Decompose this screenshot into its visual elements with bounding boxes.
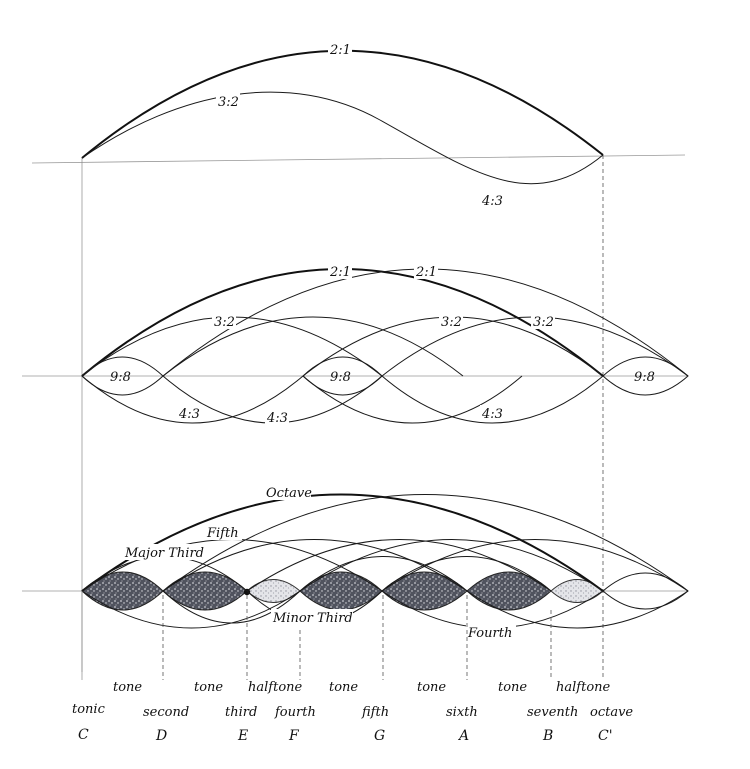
major-third-arc-g-b: [381, 556, 552, 592]
degree-label-sixth: sixth: [446, 705, 478, 720]
tone-lens-a-b: [466, 571, 552, 611]
note-label-c-prime: C': [598, 728, 613, 744]
tone-lens-f-g: [299, 571, 383, 611]
interval-label-fourth: Fourth: [467, 626, 512, 641]
note-label-f: F: [288, 728, 300, 744]
fifth-arc-2: [162, 316, 464, 377]
fifth-arc-g-d: [381, 539, 689, 592]
note-label-a: A: [457, 728, 469, 744]
fifth-arc-f-c: [299, 539, 604, 592]
ratio-label-4-3-b: 4:3: [266, 411, 288, 426]
tone-lens-c-d: [81, 571, 164, 611]
label-bg: [177, 405, 201, 421]
note-label-g: G: [374, 728, 385, 744]
fourth-arc-c-f: [81, 590, 301, 629]
label-bg: [414, 263, 438, 279]
label-bg: [265, 409, 289, 425]
degree-label-third: third: [225, 705, 257, 720]
label-bg: [328, 41, 352, 57]
label-bg: [328, 263, 352, 279]
tone-lens-3: [602, 356, 689, 396]
fourth-arc-a-d: [466, 590, 689, 629]
step-label-tone: tone: [329, 680, 358, 695]
octave-arc-1: [81, 268, 604, 377]
interval-label-minor-third: Minor Third: [272, 611, 353, 626]
ratio-label-2-1-a: 2:1: [329, 265, 351, 280]
label-bg: [531, 313, 555, 329]
degree-label-tonic: tonic: [72, 702, 106, 717]
step-label-tone: tone: [194, 680, 223, 695]
ratio-label-4-3-a: 4:3: [178, 407, 200, 422]
degree-label-fifth: fifth: [361, 705, 389, 720]
step-label-tone: tone: [417, 680, 446, 695]
octave-arc-second: [162, 494, 689, 592]
label-bg: [263, 484, 311, 500]
ratio-label-2-1-b: 2:1: [415, 265, 437, 280]
label-bg: [216, 93, 240, 109]
fourth-arc-3: [381, 375, 604, 424]
panel-1: 2:1 3:2 4:3: [31, 41, 686, 680]
fourth-arc-1: [81, 375, 304, 424]
degree-label-second: second: [143, 705, 189, 720]
major-third-arc-f-a: [299, 556, 468, 592]
note-label-d: D: [155, 728, 167, 744]
panel-3: Octave Fifth Major Third Minor Third Fou…: [22, 484, 689, 744]
interval-label-fifth: Fifth: [206, 526, 239, 541]
ratio-label-3-2-c: 3:2: [533, 315, 554, 330]
degree-label-seventh: seventh: [527, 705, 578, 720]
ratio-label-9-8-c: 9:8: [634, 370, 655, 385]
label-bg: [439, 313, 463, 329]
octave-arc-2-1: [81, 49, 604, 159]
step-label-tone: tone: [498, 680, 527, 695]
note-label-e: E: [237, 728, 248, 744]
note-label-b: B: [542, 728, 553, 744]
halftone-lens-b-c: [550, 579, 604, 603]
note-label-c: C: [78, 727, 89, 743]
label-bg: [480, 193, 504, 209]
tone-lens-g-a: [381, 571, 468, 611]
interval-label-octave: Octave: [266, 486, 312, 501]
tone-lens-2: [302, 356, 383, 396]
label-bg: [204, 524, 242, 540]
step-label-halftone: halftone: [248, 680, 303, 695]
step-label-halftone: halftone: [556, 680, 611, 695]
tone-lens-1: [81, 356, 164, 396]
halftone-lens-e-f: [246, 579, 301, 603]
ratio-label-4-3: 4:3: [481, 194, 503, 209]
panel-2: 2:1 2:1 3:2 3:2 3:2 9:8 9:8 9:8 4:3 4:3 …: [22, 263, 689, 426]
interval-label-major-third: Major Third: [124, 546, 204, 561]
ratio-label-2-1: 2:1: [329, 43, 351, 58]
label-bg: [271, 609, 353, 625]
label-bg: [212, 313, 236, 329]
ratio-label-9-8-b: 9:8: [330, 370, 351, 385]
label-bg: [122, 544, 206, 560]
step-label-tone: tone: [113, 680, 142, 695]
fifth-fourth-curve: [81, 91, 604, 185]
label-bg: [466, 624, 516, 640]
tone-lens-d-e: [162, 571, 248, 611]
fifth-arc-d-a: [162, 539, 468, 592]
ratio-label-3-2-b: 3:2: [441, 315, 462, 330]
fifth-arc-e-b: [246, 539, 552, 592]
ratio-label-4-3-c: 4:3: [481, 407, 503, 422]
degree-label-fourth: fourth: [274, 705, 316, 720]
fourth-arc-4: [302, 375, 523, 424]
degree-label-octave: octave: [590, 705, 633, 720]
label-bg: [480, 405, 504, 421]
baseline-1: [31, 154, 686, 164]
ratio-label-3-2: 3:2: [218, 95, 239, 110]
ratio-label-9-8-a: 9:8: [110, 370, 131, 385]
ratio-label-3-2-a: 3:2: [214, 315, 235, 330]
